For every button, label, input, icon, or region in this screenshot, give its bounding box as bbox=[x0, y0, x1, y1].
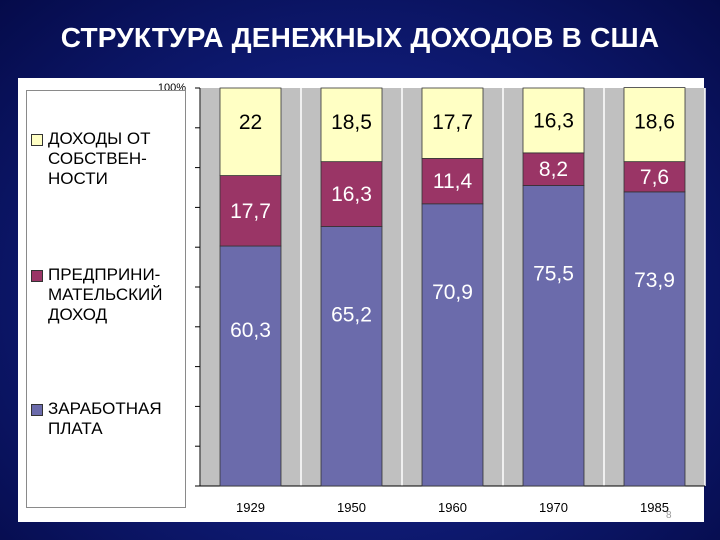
bar-segment bbox=[623, 191, 686, 487]
bar-segment bbox=[320, 87, 383, 163]
data-label: 16,3 bbox=[533, 109, 574, 132]
bar-segment bbox=[320, 161, 383, 227]
legend-swatch-business-income bbox=[31, 270, 43, 282]
bar-segment bbox=[421, 158, 484, 205]
data-label: 70,9 bbox=[432, 281, 473, 304]
x-tick-label: 1960 bbox=[438, 500, 467, 515]
x-tick-label: 1950 bbox=[337, 500, 366, 515]
x-tick-label: 1985 bbox=[640, 500, 669, 515]
data-label: 18,5 bbox=[331, 111, 372, 134]
slide-title: СТРУКТУРА ДЕНЕЖНЫХ ДОХОДОВ В США bbox=[60, 22, 660, 53]
bar-segment bbox=[623, 87, 686, 163]
data-label: 16,3 bbox=[331, 183, 372, 206]
data-label: 11,4 bbox=[433, 170, 473, 193]
bar-segment bbox=[522, 185, 585, 487]
legend-swatch-wages bbox=[31, 404, 43, 416]
bar-segment bbox=[623, 161, 686, 193]
legend-label-property-income: ДОХОДЫ ОТ СОБСТВЕН- НОСТИ bbox=[48, 129, 151, 188]
data-label: 8,2 bbox=[539, 158, 568, 181]
data-label: 75,5 bbox=[533, 263, 574, 286]
bar-segment bbox=[219, 175, 282, 247]
data-label: 18,6 bbox=[634, 111, 675, 134]
bar-segment bbox=[421, 203, 484, 487]
legend-label-business-income: ПРЕДПРИНИ- МАТЕЛЬСКИЙ ДОХОД bbox=[48, 265, 163, 324]
bar-segment bbox=[219, 245, 282, 487]
x-tick-label: 1970 bbox=[539, 500, 568, 515]
bar-segment bbox=[522, 152, 585, 186]
bar-segment bbox=[320, 226, 383, 487]
x-tick-label: 1929 bbox=[236, 500, 265, 515]
data-label: 17,7 bbox=[230, 200, 271, 223]
bar-segment bbox=[421, 87, 484, 159]
data-label: 65,2 bbox=[331, 304, 372, 327]
slide-number: 8 bbox=[666, 510, 672, 521]
data-label: 73,9 bbox=[634, 269, 675, 292]
data-label: 60,3 bbox=[230, 319, 271, 342]
data-label: 17,7 bbox=[432, 111, 473, 134]
legend-swatch-property-income bbox=[31, 134, 43, 146]
data-label: 7,6 bbox=[640, 166, 669, 189]
bar-segment bbox=[522, 87, 585, 154]
legend-label-wages: ЗАРАБОТНАЯ ПЛАТА bbox=[48, 399, 162, 438]
legend: ДОХОДЫ ОТ СОБСТВЕН- НОСТИ ПРЕДПРИНИ- МАТ… bbox=[26, 90, 186, 508]
data-label: 22 bbox=[239, 111, 262, 134]
bar-segment bbox=[219, 87, 282, 176]
